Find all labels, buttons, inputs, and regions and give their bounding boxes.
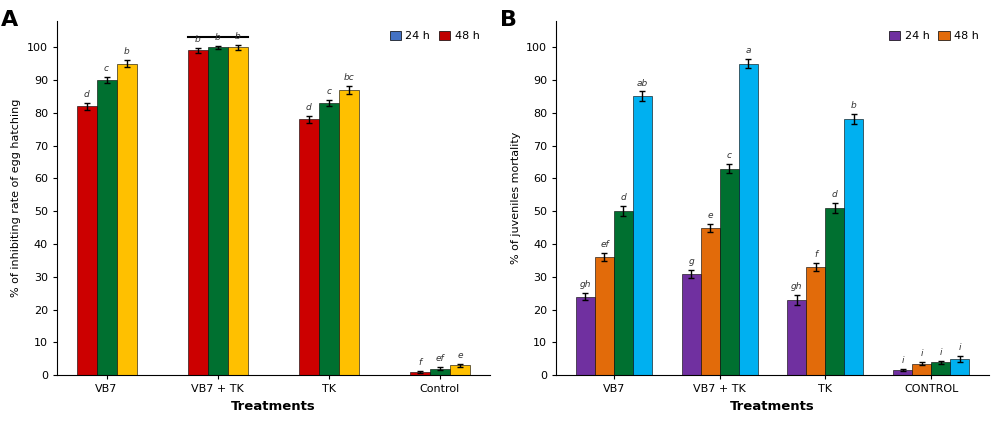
Bar	[825, 208, 844, 375]
Bar	[720, 169, 739, 375]
X-axis label: Treatments: Treatments	[730, 400, 815, 413]
Text: c: c	[727, 151, 732, 160]
Text: d: d	[306, 103, 312, 112]
Bar	[682, 273, 701, 375]
Text: f: f	[814, 250, 817, 259]
Text: bc: bc	[343, 73, 354, 82]
Text: i: i	[920, 349, 923, 358]
Bar	[893, 371, 912, 375]
Text: e: e	[707, 211, 713, 220]
Text: b: b	[195, 35, 201, 44]
Text: A: A	[1, 10, 18, 30]
Text: b: b	[124, 47, 129, 56]
Bar	[117, 64, 137, 375]
Text: gh: gh	[791, 282, 803, 291]
Bar	[430, 369, 450, 375]
Bar	[950, 359, 969, 375]
Bar	[787, 300, 806, 375]
Bar	[739, 64, 758, 375]
Text: ef: ef	[436, 354, 444, 363]
Text: ef: ef	[600, 240, 609, 249]
Bar	[633, 96, 652, 375]
Bar	[844, 119, 863, 375]
Text: i: i	[958, 343, 961, 352]
Bar	[77, 106, 97, 375]
Bar	[450, 365, 470, 375]
Bar	[931, 362, 950, 375]
Text: g: g	[688, 257, 694, 266]
Y-axis label: % of inhibiting rate of egg hatching: % of inhibiting rate of egg hatching	[11, 99, 21, 297]
Bar	[576, 296, 595, 375]
Bar	[97, 80, 117, 375]
Text: b: b	[235, 32, 241, 41]
Bar	[614, 211, 633, 375]
Text: b: b	[851, 101, 857, 111]
Bar	[339, 90, 359, 375]
Text: c: c	[326, 87, 331, 96]
Text: d: d	[84, 90, 89, 99]
Text: a: a	[745, 46, 751, 55]
Text: ab: ab	[637, 78, 648, 87]
Text: B: B	[500, 10, 517, 30]
Y-axis label: % of juveniles mortality: % of juveniles mortality	[511, 132, 521, 264]
Bar	[701, 228, 720, 375]
Text: b: b	[215, 33, 221, 42]
Text: e: e	[457, 351, 463, 360]
Bar	[299, 119, 319, 375]
Bar	[319, 103, 339, 375]
Bar	[595, 257, 614, 375]
Text: f: f	[418, 358, 421, 367]
Text: gh: gh	[580, 280, 591, 289]
Text: c: c	[104, 64, 109, 73]
Bar	[806, 267, 825, 375]
Text: i: i	[901, 357, 904, 365]
Bar	[228, 47, 248, 375]
Legend: 24 h, 48 h: 24 h, 48 h	[385, 26, 484, 46]
Legend: 24 h, 48 h: 24 h, 48 h	[885, 26, 983, 46]
X-axis label: Treatments: Treatments	[231, 400, 316, 413]
Text: i: i	[939, 348, 942, 357]
Bar	[188, 50, 208, 375]
Text: d: d	[832, 190, 838, 199]
Bar	[208, 47, 228, 375]
Bar	[410, 372, 430, 375]
Text: d: d	[621, 193, 626, 202]
Bar	[912, 364, 931, 375]
